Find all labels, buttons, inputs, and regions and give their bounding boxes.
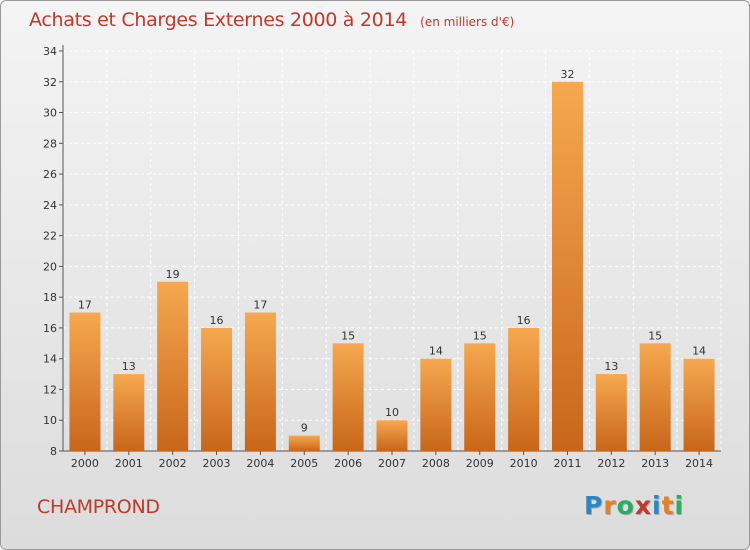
x-tick-label: 2009 <box>466 457 494 470</box>
chart-title-row: Achats et Charges Externes 2000 à 2014 (… <box>29 9 514 31</box>
logo-letter: o <box>616 491 635 520</box>
bar <box>464 343 496 451</box>
bar <box>332 343 364 451</box>
y-tick-label: 26 <box>43 168 57 181</box>
bar-value-label: 13 <box>122 360 136 373</box>
bar <box>113 374 145 451</box>
logo-letter: r <box>603 491 617 520</box>
chart-title: Achats et Charges Externes 2000 à 2014 <box>29 9 408 31</box>
bar <box>595 374 627 451</box>
bar-value-label: 14 <box>692 345 706 358</box>
x-tick-label: 2000 <box>71 457 99 470</box>
bar <box>639 343 671 451</box>
chart-subtitle: (en milliers d'€) <box>420 15 515 29</box>
y-tick-label: 8 <box>50 445 57 458</box>
bar-value-label: 17 <box>253 299 267 312</box>
bar <box>244 312 276 451</box>
y-tick-label: 10 <box>43 414 57 427</box>
x-tick-label: 2012 <box>597 457 625 470</box>
bar-value-label: 16 <box>517 314 531 327</box>
bar <box>157 281 189 451</box>
y-tick-label: 22 <box>43 230 57 243</box>
x-tick-label: 2013 <box>641 457 669 470</box>
x-tick-label: 2006 <box>334 457 362 470</box>
bar <box>551 81 583 452</box>
bar-value-label: 9 <box>301 422 308 435</box>
bar-value-label: 17 <box>78 299 92 312</box>
y-tick-label: 16 <box>43 322 57 335</box>
y-tick-label: 30 <box>43 107 57 120</box>
logo-letter: P <box>584 491 604 520</box>
bar-value-label: 32 <box>560 68 574 81</box>
bar-value-label: 15 <box>341 329 355 342</box>
bar-value-label: 14 <box>429 345 443 358</box>
x-tick-label: 2011 <box>553 457 581 470</box>
y-tick-label: 34 <box>43 45 57 58</box>
y-tick-label: 28 <box>43 137 57 150</box>
bar <box>201 327 233 451</box>
bar-value-label: 10 <box>385 406 399 419</box>
y-tick-label: 20 <box>43 260 57 273</box>
x-tick-label: 2007 <box>378 457 406 470</box>
labels: 8 10 12 14 16 18 20 22 24 26 28 30 32 34 17 2000 13 2001 1… <box>43 45 713 470</box>
logo-letter: i <box>652 491 662 520</box>
x-tick-label: 2004 <box>246 457 274 470</box>
proxiti-logo[interactable]: Proxiti <box>584 491 684 520</box>
bars <box>69 81 715 452</box>
logo-letter: x <box>634 491 652 520</box>
commune-name: CHAMPROND <box>37 496 160 518</box>
y-tick-label: 18 <box>43 291 57 304</box>
bar-value-label: 19 <box>166 268 180 281</box>
bar <box>508 327 540 451</box>
x-tick-label: 2014 <box>685 457 713 470</box>
bar <box>288 435 320 451</box>
bar-value-label: 15 <box>648 329 662 342</box>
x-tick-label: 2005 <box>290 457 318 470</box>
bar <box>420 358 452 451</box>
logo-letter: i <box>674 491 685 520</box>
bar <box>69 312 101 451</box>
logo-letter: t <box>661 491 675 520</box>
y-tick-label: 32 <box>43 76 57 89</box>
y-tick-label: 14 <box>43 353 57 366</box>
bar-value-label: 13 <box>604 360 618 373</box>
y-tick-label: 24 <box>43 199 57 212</box>
x-tick-label: 2010 <box>510 457 538 470</box>
bar <box>683 358 715 451</box>
x-tick-label: 2003 <box>203 457 231 470</box>
bar-value-label: 15 <box>473 329 487 342</box>
bar <box>376 420 408 451</box>
x-tick-label: 2002 <box>159 457 187 470</box>
y-tick-label: 12 <box>43 383 57 396</box>
bar-value-label: 16 <box>210 314 224 327</box>
x-tick-label: 2008 <box>422 457 450 470</box>
x-tick-label: 2001 <box>115 457 143 470</box>
